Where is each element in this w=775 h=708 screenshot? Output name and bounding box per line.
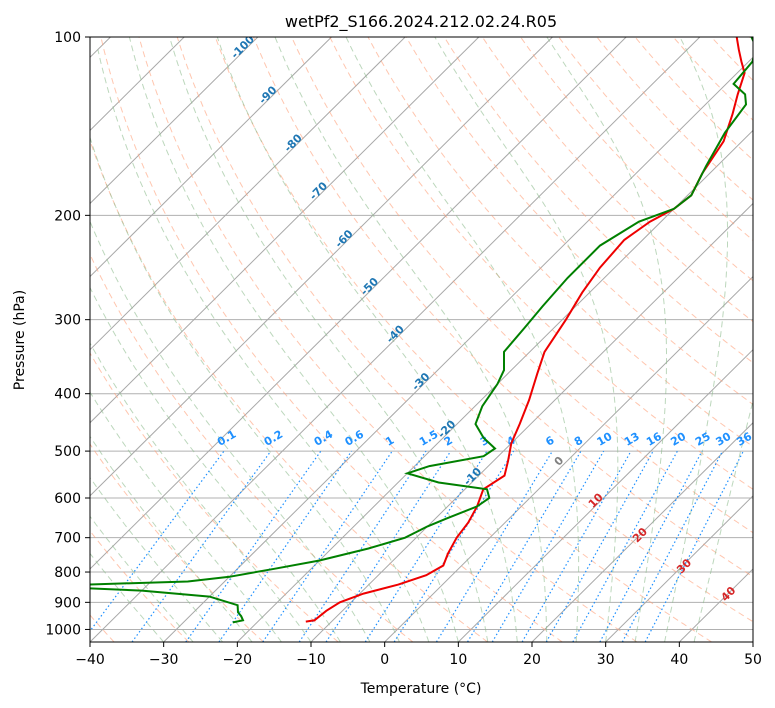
moist-adiabat [128, 37, 459, 642]
x-tick-label: −40 [75, 652, 105, 668]
dry-adiabat [405, 37, 753, 406]
dry-adiabat [138, 37, 638, 642]
moist-adiabat [90, 342, 312, 642]
mixing-ratio-line [185, 450, 322, 642]
mixing-ratio-line [364, 450, 488, 642]
dry-adiabat [90, 253, 414, 642]
chart-title: wetPf2_S166.2024.212.02.24.R05 [285, 12, 557, 32]
mixing-ratio-line [521, 450, 632, 642]
moist-adiabat [90, 286, 341, 642]
isotherm-gridline [90, 37, 406, 351]
mixing-ratio-line [131, 450, 272, 642]
y-tick-label: 700 [54, 531, 81, 547]
x-tick-label: −20 [223, 652, 253, 668]
x-tick-label: 40 [670, 652, 688, 668]
moist-adiabat [169, 37, 489, 642]
y-tick-label: 800 [54, 565, 81, 581]
moist-adiabat [345, 37, 580, 642]
moist-adiabat [546, 37, 667, 642]
y-tick-label: 1000 [45, 622, 81, 638]
isotherm-gridline [531, 422, 753, 642]
x-tick-label: 50 [744, 652, 762, 668]
mixing-ratio-line [218, 450, 353, 642]
plot-frame [89, 36, 754, 643]
dry-adiabat [291, 37, 753, 534]
x-tick-label: −30 [149, 652, 179, 668]
isotherm-gridline [90, 37, 627, 570]
x-tick-label: 30 [597, 652, 615, 668]
moist-adiabat [90, 135, 400, 642]
moist-adiabat [90, 220, 371, 642]
isotherm-gridline [310, 202, 753, 642]
moist-adiabat [90, 391, 282, 642]
mixing-ratio-line [491, 450, 605, 642]
x-axis: −40 −30 −20 −10 0 10 20 30 40 50 [75, 642, 762, 668]
isotherm-gridline [90, 37, 480, 424]
dry-adiabat [90, 352, 339, 642]
dewpoint-profile [90, 37, 753, 624]
dry-adiabat [367, 37, 753, 448]
mixing-ratio-label: 36 [734, 430, 754, 449]
y-tick-label: 600 [54, 491, 81, 507]
dry-adiabat [176, 37, 712, 642]
x-tick-label: 20 [523, 652, 541, 668]
y-tick-label: 200 [54, 208, 81, 224]
y-tick-label: 100 [54, 30, 81, 46]
isotherm-gridline [384, 275, 753, 642]
dry-adiabat [214, 37, 753, 623]
moist-adiabat [90, 435, 253, 642]
x-tick-label: 0 [380, 652, 389, 668]
y-tick-label: 900 [54, 595, 81, 611]
isotherm-gridline [605, 495, 753, 642]
mixing-ratio-line [262, 450, 393, 642]
isotherm-gridline [457, 348, 753, 642]
moist-adiabat [664, 37, 729, 642]
isotherm-gridline [236, 129, 753, 642]
moist-adiabat [216, 37, 518, 642]
isotherm-gridline [90, 37, 259, 205]
mixing-ratio-line [599, 450, 703, 642]
x-axis-title: Temperature (°C) [360, 681, 482, 697]
moist-adiabat [693, 398, 753, 642]
isotherm-gridline [90, 37, 553, 497]
y-axis-title: Pressure (hPa) [12, 290, 28, 390]
dry-adiabat [329, 37, 753, 490]
plot-area: 0.1 0.2 0.4 0.6 1 1.5 2 3 4 6 8 10 13 16 20 25 30 36-100-… [90, 37, 754, 642]
x-tick-label: −10 [296, 652, 326, 668]
isotherm-gridline [90, 37, 332, 278]
isotherm-gridline [90, 37, 701, 642]
y-axis: 100 200 300 400 500 600 700 800 900 1000 [45, 30, 90, 638]
dry-adiabat [253, 37, 753, 578]
mixing-ratio-line [435, 450, 553, 642]
mixing-ratio-line [572, 450, 678, 642]
y-tick-label: 500 [54, 444, 81, 460]
temperature-profile [305, 37, 746, 623]
y-tick-label: 400 [54, 387, 81, 403]
x-tick-label: 10 [449, 652, 467, 668]
moist-adiabat [434, 37, 619, 642]
mixing-ratio-line [393, 450, 515, 642]
y-tick-label: 300 [54, 313, 81, 329]
mixing-ratio-line [545, 450, 654, 642]
dry-adiabat [90, 139, 488, 642]
dry-adiabat [100, 37, 563, 642]
mixing-ratio-line [466, 450, 582, 642]
moist-adiabat [97, 49, 430, 642]
isotherm-gridline [163, 56, 753, 642]
